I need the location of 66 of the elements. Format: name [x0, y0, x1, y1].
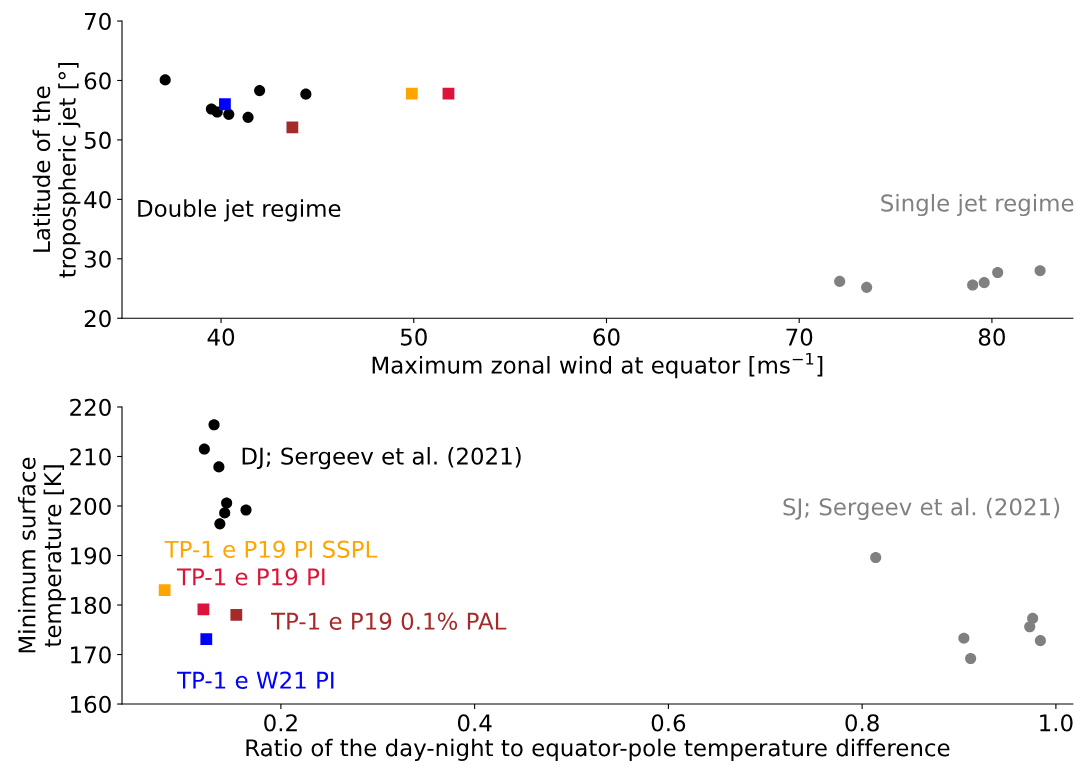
x-tick-label: 50 [400, 328, 427, 346]
x-tick-label: 0.6 [651, 714, 686, 732]
point [213, 461, 225, 473]
point [219, 507, 231, 519]
point [1024, 621, 1036, 633]
x-tick-label: 0.2 [264, 714, 297, 732]
point [1034, 265, 1046, 277]
y-tick-label: 20 [84, 309, 111, 328]
point [978, 277, 990, 289]
y-tick-label: 210 [70, 448, 111, 466]
x-tick-label: 80 [978, 328, 1005, 346]
point [834, 275, 846, 287]
x-tick-label: 0.4 [457, 714, 492, 732]
point [198, 443, 210, 455]
y-tick-label: 30 [84, 250, 111, 268]
y-tick-label: 70 [85, 12, 111, 31]
point [870, 551, 882, 564]
series-label: TP-1 e P19 0.1% PAL [270, 612, 507, 630]
x-axis-title: Maximum zonal wind at equator [ms$^{−1}$] [372, 352, 823, 379]
series-label: TP-1 e P19 PI SSPL [164, 540, 378, 558]
point [197, 603, 210, 616]
point [200, 633, 213, 646]
point [300, 88, 312, 100]
x-axis-title: Ratio of the day-night to equator-pole temperature difference [246, 738, 950, 761]
point [967, 279, 979, 291]
series-label: TP-1 e W21 PI [177, 671, 334, 689]
y-tick-label: 160 [71, 695, 111, 714]
x-tick-label: 40 [207, 328, 235, 346]
x-tick-label: 1.0 [1040, 714, 1073, 732]
y-tick-label: 220 [70, 398, 111, 417]
point [214, 518, 226, 530]
x-tick-label: 70 [786, 328, 813, 346]
y-tick-label: 60 [84, 72, 111, 90]
point [223, 108, 235, 120]
y-tick-label: 50 [84, 131, 111, 149]
y-tick-label: 190 [71, 547, 111, 565]
y-axis-title: Latitude of the tropospheric jet [°] [32, 62, 81, 278]
series-label: DJ; Sergeev et al. (2021) [242, 447, 521, 470]
point [159, 74, 171, 86]
y-tick-label: 200 [70, 497, 111, 516]
point [1034, 635, 1046, 647]
point [254, 85, 266, 97]
x-tick-label: 0.8 [845, 714, 879, 732]
point [992, 266, 1004, 279]
series-label: TP-1 e P19 PI [176, 568, 325, 586]
y-tick-label: 180 [71, 596, 111, 615]
text: SJ; Sergeev et al. (2021) [783, 497, 1060, 520]
text: Single jet regime [881, 193, 1074, 217]
point [230, 609, 243, 621]
y-tick-label: 170 [71, 646, 111, 664]
point [286, 121, 299, 134]
y-tick-label: 40 [84, 191, 111, 209]
point [861, 281, 873, 293]
point [240, 504, 252, 516]
x-tick-label: 60 [593, 328, 620, 346]
point [158, 584, 171, 597]
point [208, 419, 220, 431]
point [1027, 612, 1039, 624]
point [242, 111, 254, 123]
point [965, 652, 977, 665]
point [405, 87, 418, 100]
text: Double jet regime [138, 199, 341, 222]
point [958, 632, 970, 644]
y-axis-title: Minimum surface temperature [K] [17, 457, 66, 653]
point [221, 497, 233, 509]
point [219, 98, 231, 111]
